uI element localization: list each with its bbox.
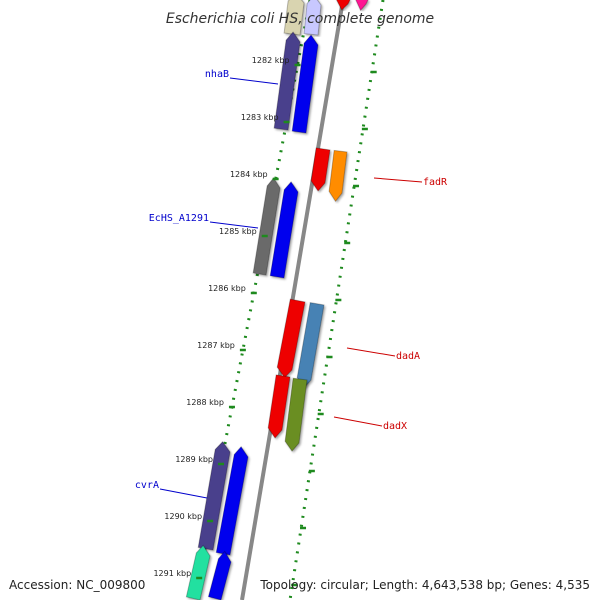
gene-nhaB-blue	[291, 34, 319, 134]
gene-label-group[interactable]: dadA	[346, 347, 420, 362]
gene-dadA-red	[276, 298, 306, 379]
leader-line	[159, 488, 208, 499]
axis-tick: 1284 kbp	[230, 170, 279, 181]
map-title: Escherichia coli HS, complete genome	[166, 11, 434, 27]
gene-top-magenta	[355, 0, 369, 12]
genome-summary-text: Topology: circular; Length: 4,643,538 bp…	[260, 578, 590, 592]
leader-line	[333, 416, 383, 427]
gene-top-lightblue	[303, 0, 322, 36]
gene-label[interactable]: nhaB	[205, 69, 229, 80]
gene-top-red	[336, 0, 351, 11]
gene-label-group[interactable]: EcHS_A1291	[149, 213, 259, 229]
tick-label: 1283 kbp	[241, 113, 279, 122]
axis-tick: 1289 kbp	[175, 455, 225, 466]
reverse-track-guide	[288, 0, 385, 600]
tick-label: 1282 kbp	[252, 56, 290, 65]
accession-text: Accession: NC_009800	[9, 578, 146, 592]
tick-label: 1286 kbp	[208, 284, 246, 293]
leader-line	[373, 177, 423, 183]
leader-line	[209, 221, 259, 229]
gene-label-group[interactable]: cvrA	[135, 480, 208, 499]
gene-EcHS_A1291-gray	[252, 177, 281, 276]
gene-label-group[interactable]: nhaB	[205, 69, 279, 85]
gene-bottom-blue	[207, 550, 232, 600]
gene-label-group[interactable]: fadR	[373, 177, 448, 188]
leader-line	[346, 347, 396, 357]
leader-line	[229, 77, 279, 85]
tick-label: 1287 kbp	[197, 341, 235, 350]
axis-tick: 1282 kbp	[252, 56, 301, 67]
tick-label: 1291 kbp	[153, 569, 191, 578]
axis-tick: 1291 kbp	[153, 569, 203, 580]
axis-tick: 1287 kbp	[197, 341, 246, 352]
gene-bottom-green	[185, 544, 211, 600]
axis-tick: 1285 kbp	[219, 227, 268, 238]
gene-label[interactable]: EcHS_A1291	[149, 213, 209, 224]
gene-fadR-red	[310, 147, 331, 192]
tick-label: 1285 kbp	[219, 227, 257, 236]
gene-label[interactable]: fadR	[423, 177, 448, 188]
gene-EcHS_A1291-blue	[269, 181, 299, 279]
tick-label: 1290 kbp	[164, 512, 202, 521]
gene-nhaB-purple	[273, 31, 301, 131]
gene-dadX-red	[267, 374, 291, 439]
tick-label: 1289 kbp	[175, 455, 213, 464]
gene-fadR-orange	[328, 149, 348, 203]
axis-tick: 1283 kbp	[241, 113, 290, 124]
tick-label: 1284 kbp	[230, 170, 268, 179]
gene-label[interactable]: cvrA	[135, 480, 159, 491]
axis-tick: 1286 kbp	[208, 284, 257, 295]
axis-tick: 1290 kbp	[164, 512, 214, 523]
gene-dadX-olive	[284, 377, 308, 452]
axis-tick: 1288 kbp	[186, 398, 235, 409]
gene-label-group[interactable]: dadX	[333, 416, 407, 432]
gene-label[interactable]: dadA	[396, 351, 420, 362]
tick-label: 1288 kbp	[186, 398, 224, 407]
gene-label[interactable]: dadX	[383, 421, 407, 432]
